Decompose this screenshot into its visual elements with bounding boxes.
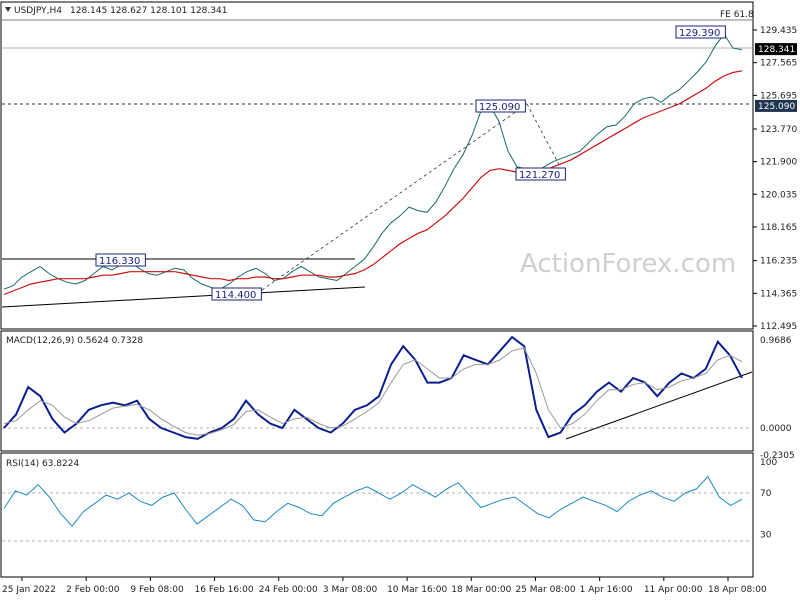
macd-title: MACD(12,26,9) 0.5624 0.7328 — [6, 336, 143, 346]
x-tick-label: 10 Mar 16:00 — [387, 585, 447, 595]
current-price-tag — [755, 43, 797, 56]
swing-label-box — [95, 253, 146, 267]
macd-panel — [0, 330, 754, 452]
rsi-tick-label: 100 — [760, 458, 777, 468]
price-tick-label: 125.695 — [760, 91, 797, 101]
symbol-label: USDJPY,H4 — [14, 6, 62, 16]
series-layer — [3, 33, 743, 527]
macd-tick-label: 0.0000 — [760, 424, 792, 434]
rsi-title: RSI(14) 63.8224 — [6, 459, 79, 469]
collapse-triangle-icon[interactable] — [5, 7, 11, 12]
swing-label: 114.400 — [215, 290, 256, 301]
projection-dashed-line — [261, 103, 528, 291]
x-tick-label: 2 Feb 00:00 — [66, 585, 120, 595]
rsi-tick-label: 70 — [760, 489, 772, 499]
price-panel — [0, 1, 754, 330]
fe-label: FE 61.8 — [720, 10, 754, 20]
price-tick-label: 129.435 — [760, 26, 797, 36]
price-tick-label: 127.565 — [760, 59, 797, 69]
swing-label: 125.090 — [479, 102, 520, 113]
price-tick-label: 118.165 — [760, 223, 797, 233]
signal-series — [3, 347, 743, 436]
ohlc-label: 128.145 128.627 128.101 128.341 — [70, 6, 227, 16]
x-tick-label: 16 Feb 16:00 — [195, 585, 254, 595]
level-tag-text: 125.090 — [758, 102, 795, 112]
x-tick-label: 25 Mar 08:00 — [515, 585, 575, 595]
tick-layer: 129.435 127.565 125.695 123.770 121.900 120.0… — [2, 26, 797, 595]
x-tick-label: 24 Feb 00:00 — [259, 585, 318, 595]
x-tick-label: 18 Apr 08:00 — [708, 585, 767, 595]
price-tick-label: 120.035 — [760, 190, 797, 200]
swing-label-box — [515, 167, 566, 181]
price-tick-label: 121.900 — [760, 158, 797, 168]
swing-label: 129.390 — [679, 28, 720, 39]
watermark: ActionForex.com — [520, 249, 736, 279]
macd-trendline — [565, 371, 753, 440]
swing-label-box — [475, 99, 526, 113]
header: USDJPY,H4 128.145 128.627 128.101 128.34… — [5, 6, 754, 20]
swing-label-box — [675, 25, 726, 39]
macd-tick-label: 0.9686 — [760, 336, 792, 346]
swing-label: 121.270 — [519, 170, 560, 181]
price-tick-label: 112.495 — [760, 322, 797, 332]
x-tick-label: 9 Feb 08:00 — [130, 585, 184, 595]
rsi-tick-label: 30 — [760, 530, 772, 540]
macd-series — [3, 335, 743, 440]
x-tick-label: 25 Jan 2022 — [2, 585, 56, 595]
retrace-dashed-line — [526, 103, 564, 173]
macd-tick-label: -0.2305 — [760, 451, 795, 461]
level-tag — [755, 99, 797, 112]
swing-label: 116.330 — [99, 256, 140, 267]
ma-series — [3, 70, 743, 296]
rsi-series — [3, 475, 743, 527]
price-tick-label: 114.365 — [760, 289, 797, 299]
current-price-text: 128.341 — [758, 45, 795, 55]
x-tick-label: 1 Apr 16:00 — [580, 585, 633, 595]
price-tick-label: 123.770 — [760, 125, 797, 135]
x-tick-label: 3 Mar 08:00 — [323, 585, 378, 595]
x-tick-label: 11 Apr 00:00 — [644, 585, 703, 595]
support-trendline — [1, 286, 366, 308]
x-tick-label: 18 Mar 00:00 — [451, 585, 511, 595]
price-tick-label: 116.235 — [760, 257, 797, 267]
swing-label-box — [211, 287, 262, 301]
rsi-panel — [0, 452, 754, 578]
annotation-layer: 128.341 125.090 116.330 114.400 125.090 121.2… — [95, 25, 797, 301]
